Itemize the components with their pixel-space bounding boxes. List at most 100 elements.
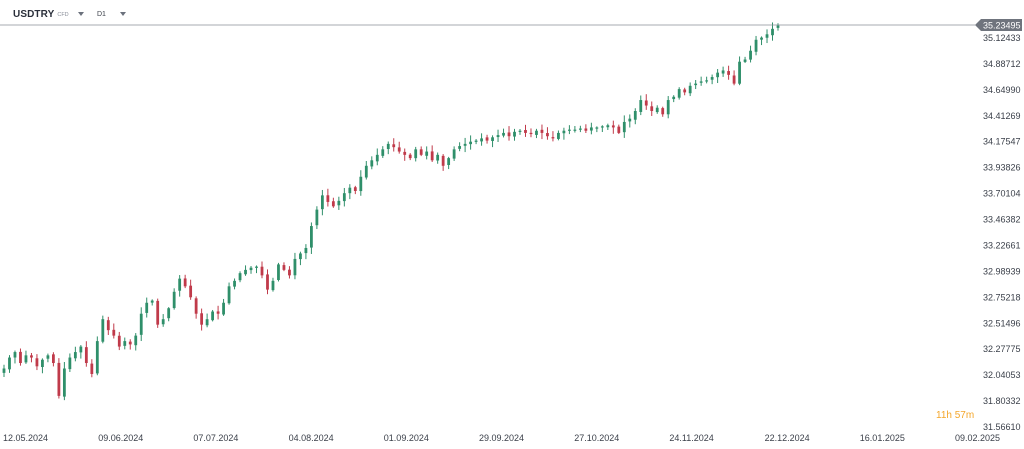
y-tick-label: 32.04053 [983,370,1021,380]
candle-body [375,154,379,162]
candle [288,266,291,279]
y-tick-label: 34.64990 [983,85,1021,95]
candle-body [661,108,665,115]
candle-body [90,363,94,374]
y-tick-label: 32.75218 [983,292,1021,302]
candle [419,146,423,157]
candle-body [677,89,681,98]
candle [13,350,17,364]
candle-body [370,160,374,167]
candle [699,76,703,86]
candle [8,355,11,373]
candle-body [529,132,533,135]
candle [573,126,577,133]
candle-body [611,125,615,128]
candle-body [299,253,302,260]
countdown-minutes: 57 [954,410,966,421]
candle-body [13,352,17,358]
candle [315,206,319,230]
candle-body [331,201,335,207]
candle [672,95,676,103]
candle [84,341,88,367]
candle-body [19,351,22,364]
candle [189,279,193,300]
candle [705,76,709,84]
candle [502,128,505,138]
candle-body [771,28,774,36]
candle-body [304,247,308,254]
candle-body [79,346,83,353]
candle-body [30,355,33,358]
candle [161,314,165,327]
candle [628,114,632,128]
x-tick-label: 04.08.2024 [289,433,334,443]
candle [299,251,302,266]
candle [95,336,99,376]
candle-body [485,137,489,141]
candle [557,130,560,141]
candle [771,22,774,41]
candle-body [469,141,472,145]
x-tick-label: 27.10.2024 [574,433,619,443]
candle-body [266,274,269,290]
candle-body [699,81,703,83]
candle [364,160,368,180]
candle [661,106,665,117]
candle-body [277,264,280,281]
price-axis: 35.12433 34.88712 34.64990 34.41269 34.17547… [983,33,1021,432]
candle-body [8,357,11,370]
candle [562,127,566,140]
candle [716,69,720,84]
candle-body [200,313,204,325]
candle [688,82,692,97]
time-axis: 12.05.2024 09.06.2024 07.07.2024 04.08.2024… [3,433,1000,443]
candle [381,146,385,158]
candle [650,101,654,116]
candle [90,359,94,378]
candle-body [52,354,55,364]
x-tick-label: 09.02.2025 [955,433,1000,443]
x-tick-label: 12.05.2024 [3,433,48,443]
candle [200,308,204,331]
candle-body [397,147,401,152]
candle-body [496,135,500,138]
x-tick-label: 24.11.2024 [669,433,713,443]
y-tick-label: 32.51496 [983,318,1021,328]
candle-body [584,128,588,131]
candle [255,265,258,274]
candle [644,94,648,110]
candle [342,187,346,207]
x-tick-label: 22.12.2024 [765,433,810,443]
candle-body [595,127,599,129]
candle-body [73,352,77,359]
candle-body [260,266,264,276]
candle [727,65,730,80]
candle [403,148,407,161]
countdown-hours: 11 [936,410,947,421]
candle-body [342,193,346,202]
candle [62,362,66,401]
candle-body [156,300,160,325]
x-tick-label: 16.01.2025 [860,433,905,443]
candle-body [754,39,758,52]
candle [35,354,39,371]
candle-body [315,209,319,226]
candle-body [310,226,313,248]
candle-body [743,59,747,62]
candle [304,244,308,260]
candle-body [178,278,182,291]
x-tick-label: 29.09.2024 [479,433,524,443]
candle-body [35,358,39,367]
candle-body [502,132,505,136]
candle-body [282,265,286,270]
candle [540,124,544,140]
candle-body [414,149,418,159]
candle-body [655,107,659,113]
candle [331,197,335,208]
candle [458,142,462,152]
timeframe-selector[interactable]: D1 [97,8,126,20]
symbol-selector[interactable]: USDTRY CFD [13,8,84,20]
candle-body [518,130,522,132]
candle [480,133,483,146]
